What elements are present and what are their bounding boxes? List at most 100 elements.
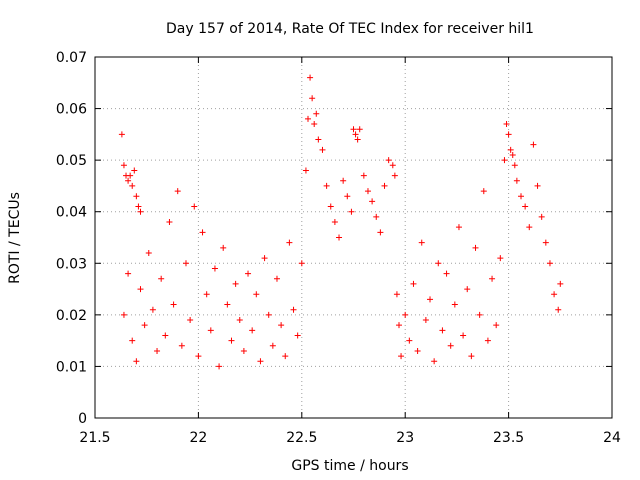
data-point	[389, 162, 396, 169]
data-point	[422, 317, 429, 324]
data-point	[166, 219, 173, 226]
data-point	[468, 353, 475, 360]
plot-frame	[94, 56, 613, 419]
y-tick-label: 0	[78, 411, 87, 427]
y-tick-label: 0.03	[56, 256, 87, 272]
data-point	[526, 224, 533, 231]
data-point	[538, 213, 545, 220]
data-point	[240, 347, 247, 354]
data-point	[120, 162, 127, 169]
data-point	[298, 260, 305, 267]
data-point	[129, 337, 136, 344]
data-point	[348, 208, 355, 215]
data-point	[174, 188, 181, 195]
data-point	[451, 301, 458, 308]
y-tick-label: 0.06	[56, 102, 87, 118]
data-point	[472, 244, 479, 251]
x-tick-label: 21.5	[79, 430, 110, 446]
data-point	[220, 244, 227, 251]
data-point	[178, 342, 185, 349]
x-tick-label: 24	[603, 430, 621, 446]
data-point	[410, 280, 417, 287]
data-point	[493, 322, 500, 329]
axis-ticks	[94, 56, 613, 419]
data-point	[145, 249, 152, 256]
data-point	[406, 337, 413, 344]
data-point	[286, 239, 293, 246]
data-point	[195, 353, 202, 360]
x-tick-labels: 21.5 22 22.5 23 23.5 24	[79, 430, 621, 446]
data-point	[381, 182, 388, 189]
data-point	[319, 146, 326, 153]
data-point	[137, 208, 144, 215]
data-point	[224, 301, 231, 308]
data-point	[509, 151, 516, 158]
data-point	[344, 193, 351, 200]
data-point	[278, 322, 285, 329]
data-point	[503, 121, 510, 128]
data-point	[207, 327, 214, 334]
data-point	[391, 172, 398, 179]
data-point	[331, 219, 338, 226]
data-point	[447, 342, 454, 349]
data-point	[489, 275, 496, 282]
data-point	[302, 167, 309, 174]
x-tick-label: 23	[396, 430, 414, 446]
data-point	[232, 280, 239, 287]
data-point	[327, 203, 334, 210]
data-point	[497, 255, 504, 262]
data-point	[245, 270, 252, 277]
data-point	[290, 306, 297, 313]
data-point	[141, 322, 148, 329]
data-point	[309, 95, 316, 102]
data-point	[414, 347, 421, 354]
data-point	[534, 182, 541, 189]
data-points	[118, 74, 564, 370]
data-point	[431, 358, 438, 365]
data-point	[120, 311, 127, 318]
data-point	[369, 198, 376, 205]
y-tick-labels: 0 0.01 0.02 0.03 0.04 0.05 0.06 0.07	[56, 50, 87, 427]
data-point	[249, 327, 256, 334]
data-point	[398, 353, 405, 360]
data-point	[158, 275, 165, 282]
data-point	[313, 110, 320, 117]
data-point	[133, 358, 140, 365]
data-point	[294, 332, 301, 339]
data-point	[305, 115, 312, 122]
y-tick-label: 0.07	[56, 50, 87, 66]
data-point	[336, 234, 343, 241]
data-point	[199, 229, 206, 236]
data-point	[354, 136, 361, 143]
x-tick-label: 23.5	[493, 430, 524, 446]
data-point	[273, 275, 280, 282]
data-point	[236, 317, 243, 324]
data-point	[352, 131, 359, 138]
x-tick-label: 22	[189, 430, 207, 446]
data-point	[253, 291, 260, 298]
data-point	[154, 347, 161, 354]
data-point	[439, 327, 446, 334]
data-point	[257, 358, 264, 365]
data-point	[484, 337, 491, 344]
y-tick-label: 0.05	[56, 153, 87, 169]
x-axis-label: GPS time / hours	[291, 458, 408, 474]
data-point	[373, 213, 380, 220]
data-point	[464, 286, 471, 293]
data-point	[282, 353, 289, 360]
data-point	[129, 182, 136, 189]
data-point	[507, 146, 514, 153]
data-point	[435, 260, 442, 267]
data-point	[131, 167, 138, 174]
y-tick-label: 0.01	[56, 359, 87, 375]
data-point	[455, 224, 462, 231]
data-point	[211, 265, 218, 272]
data-point	[311, 121, 318, 128]
data-point	[364, 188, 371, 195]
data-point	[395, 322, 402, 329]
data-point	[182, 260, 189, 267]
data-point	[476, 311, 483, 318]
data-point	[356, 126, 363, 133]
data-point	[350, 126, 357, 133]
